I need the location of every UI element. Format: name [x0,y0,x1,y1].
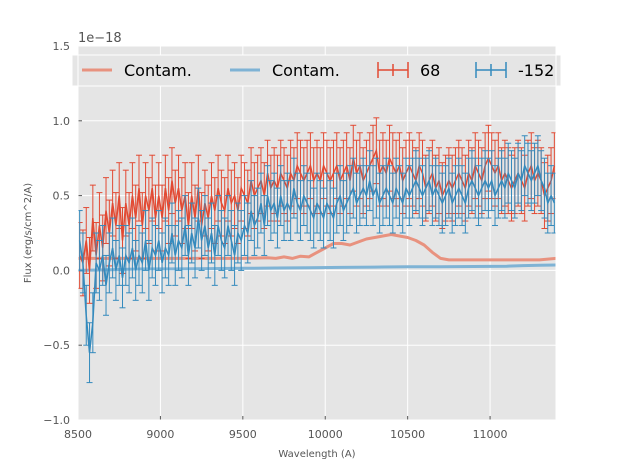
x-tick-label: 10500 [390,428,425,441]
x-tick-label: 8500 [64,428,92,441]
x-axis-label: Wavelength (A) [278,449,355,460]
legend-label: -152 [518,61,554,80]
y-tick-label: 1.0 [53,115,71,128]
y-tick-label: 0.0 [53,264,71,277]
x-tick-label: 10000 [308,428,343,441]
legend-label: Contam. [124,61,192,80]
y-tick-label: 1.5 [53,40,71,53]
series-line-3 [78,163,556,353]
x-tick-label: 9000 [146,428,174,441]
y-axis-label: Flux (erg/s/cm^2/A) [23,183,34,283]
y-offset-label: 1e−18 [78,31,122,46]
contam-line-0 [78,233,556,262]
y-tick-label: 0.5 [53,190,71,203]
legend-label: 68 [420,61,440,80]
legend-label: Contam. [272,61,340,80]
plot-series-group [78,117,556,384]
y-tick-label: −0.5 [43,339,70,352]
x-tick-label: 11000 [473,428,508,441]
x-tick-label: 9500 [229,428,257,441]
y-tick-label: −1.0 [43,414,70,427]
plot-frame [77,45,557,421]
contam-line-1 [78,263,556,272]
